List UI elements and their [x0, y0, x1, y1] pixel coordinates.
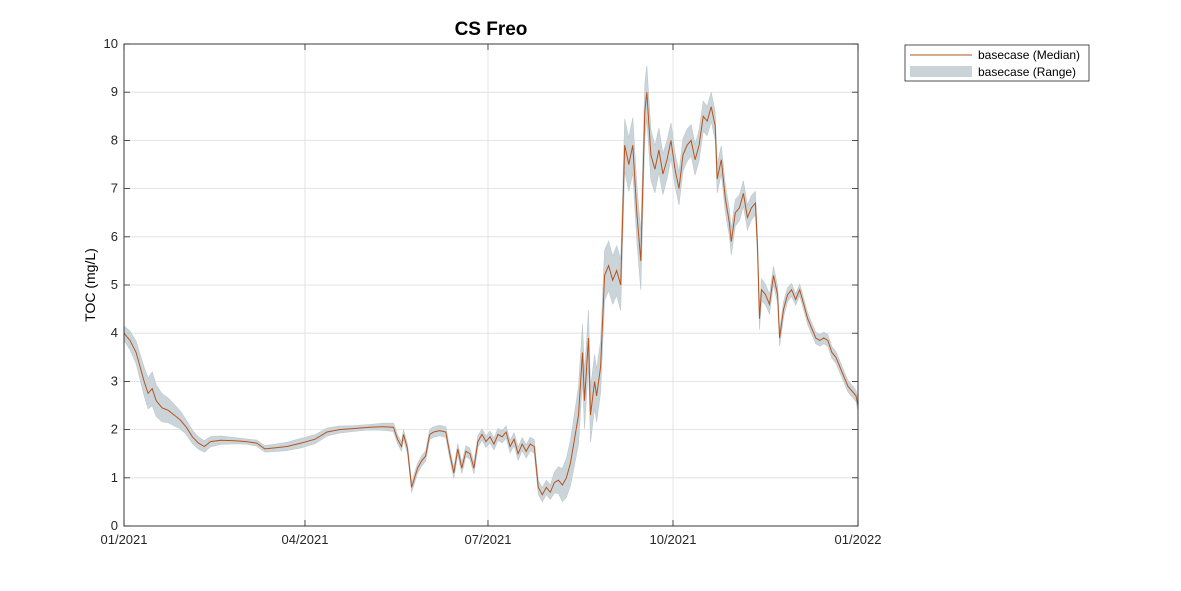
- chart-title: CS Freo: [455, 19, 528, 40]
- legend-swatch-range: [910, 66, 972, 77]
- axes-box: [123, 43, 859, 527]
- legend: basecase (Median) basecase (Range): [904, 44, 1090, 82]
- series-median-line: [123, 92, 859, 496]
- y-tick-label: 5: [111, 277, 118, 292]
- y-tick-label: 7: [111, 181, 118, 196]
- y-tick-label: 10: [104, 36, 118, 51]
- plot-area: 0 1 2 3 4 5 6 7 8 9 10 01/2021 04/2021 07/2021 10/2021…: [101, 36, 882, 547]
- x-tick-label: 07/2021: [464, 532, 511, 547]
- y-tick-label: 6: [111, 229, 118, 244]
- x-tick-label: 04/2021: [281, 532, 328, 547]
- legend-entry-median: basecase (Median): [978, 48, 1080, 62]
- x-tick-label: 10/2021: [649, 532, 696, 547]
- legend-entry-range: basecase (Range): [978, 65, 1076, 79]
- y-tick-label: 3: [111, 373, 118, 388]
- y-tick-label: 4: [111, 325, 118, 340]
- y-tick-label: 2: [111, 422, 118, 437]
- y-axis-label: TOC (mg/L): [82, 248, 98, 322]
- y-tick-label: 0: [111, 518, 118, 533]
- y-tick-label: 9: [111, 84, 118, 99]
- y-tick-label: 1: [111, 470, 118, 485]
- x-tick-label: 01/2022: [835, 532, 882, 547]
- x-tick-label: 01/2021: [101, 532, 148, 547]
- y-tick-label: 8: [111, 132, 118, 147]
